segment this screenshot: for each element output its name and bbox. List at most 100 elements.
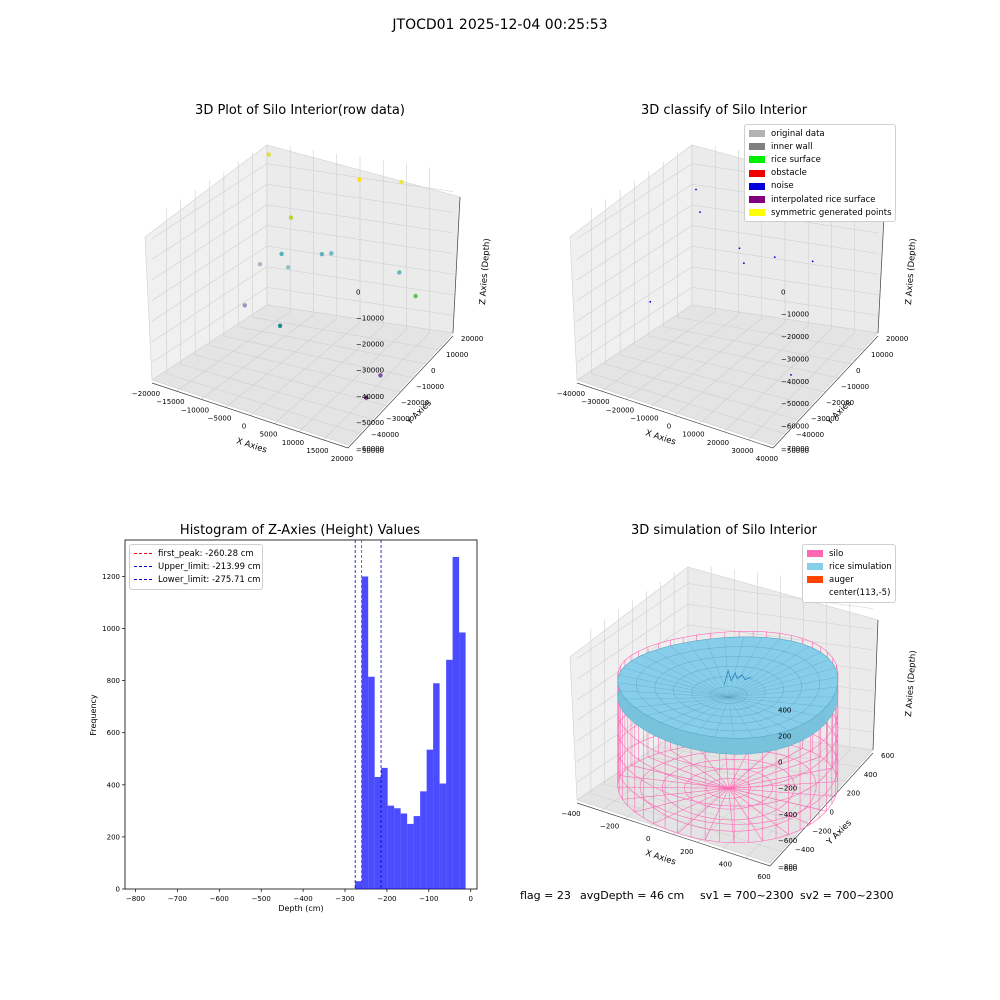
gridline <box>687 603 874 630</box>
x-tick-label: −400 <box>293 895 312 903</box>
legend-item: silo <box>807 547 891 560</box>
legend-swatch <box>749 209 765 217</box>
legend-label: inner wall <box>771 141 813 152</box>
silo-floor-ring <box>661 758 795 821</box>
x-tick-label: 40000 <box>756 455 778 463</box>
y-tick-label: −10000 <box>416 383 444 391</box>
rice-mesh-line <box>630 661 729 698</box>
gridline <box>151 204 268 281</box>
rice-mesh-line <box>617 682 729 698</box>
panel2-zlabel: Z Axies (Depth) <box>904 238 919 305</box>
auger-mark <box>723 669 752 685</box>
legend-swatch <box>749 143 765 151</box>
legend-label: auger <box>829 574 854 585</box>
noise-point <box>773 256 776 259</box>
z-tick-label: −600 <box>778 837 797 845</box>
legend-item: obstacle <box>749 167 891 180</box>
z-tick-label: −30000 <box>356 367 384 375</box>
data-point <box>286 265 291 270</box>
data-point <box>266 152 271 157</box>
histogram-bar <box>394 808 401 889</box>
y-tick-label: −600 <box>778 865 797 873</box>
panel4-legend: silo rice simulation auger center(113,-5… <box>802 544 896 603</box>
panel3-xlabel: Depth (cm) <box>278 904 323 913</box>
silo-floor-line <box>677 788 729 834</box>
y-tick-label: −50000 <box>781 447 809 455</box>
noise-point <box>790 374 792 376</box>
data-point <box>364 395 369 400</box>
y-tick-label: 400 <box>864 771 877 779</box>
gridline <box>723 328 832 432</box>
histogram-bar <box>446 659 453 889</box>
panel2-legend: original data inner wall rice surface ob… <box>744 124 896 223</box>
histogram-bar <box>407 823 414 889</box>
rice-mesh-line <box>625 697 729 700</box>
rice-mesh-line <box>634 697 729 708</box>
gridline <box>663 326 852 365</box>
gridline <box>223 335 414 379</box>
gridline <box>274 325 384 424</box>
silo-floor-line <box>617 786 729 789</box>
legend-swatch <box>807 550 823 558</box>
gridline <box>266 204 454 234</box>
silo-floor-line <box>630 765 729 789</box>
y-tick-label: 0 <box>830 809 834 817</box>
legend-label: interpolated rice surface <box>771 194 876 205</box>
legend-swatch <box>807 576 823 584</box>
data-point <box>378 373 383 378</box>
y-tick-label: 20000 <box>886 335 908 343</box>
z-tick-label: −50000 <box>781 400 809 408</box>
gridline <box>634 345 826 393</box>
y-tick-label: 800 <box>107 677 120 685</box>
gridline <box>697 743 804 843</box>
silo-floor-line <box>728 788 763 842</box>
y-tick-label: 1200 <box>102 573 120 581</box>
x-tick-label: 5000 <box>260 431 278 439</box>
z-tick-label: 0 <box>778 759 782 767</box>
x-tick-label: 0 <box>468 895 472 903</box>
silo-floor-ring <box>684 768 773 810</box>
x-tick-label: −800 <box>126 895 145 903</box>
legend-label: Lower_limit: -275.71 cm <box>158 574 261 585</box>
gridline <box>266 183 454 213</box>
rice-mesh-line <box>728 697 735 739</box>
rice-mesh-line <box>728 697 804 724</box>
rice-mesh-line <box>695 697 729 734</box>
y-tick-label: −20000 <box>401 399 429 407</box>
x-tick-label: 400 <box>719 860 732 868</box>
legend-swatch <box>749 182 765 190</box>
x-tick-label: 10000 <box>282 439 304 447</box>
gridline <box>721 746 827 851</box>
legend-swatch <box>749 169 765 177</box>
rice-mesh-line <box>724 637 729 698</box>
x-tick-label: −200 <box>600 823 619 831</box>
x-tick-label: −100 <box>419 895 438 903</box>
data-point <box>397 270 402 275</box>
panel4-zlabel: Z Axies (Depth) <box>904 650 919 717</box>
z-tick-label: 0 <box>781 288 785 296</box>
data-point <box>357 177 362 182</box>
y-tick-label: 600 <box>881 752 894 760</box>
gridline <box>687 583 874 609</box>
legend-item: rice surface <box>749 153 891 166</box>
rice-mesh-line <box>677 697 729 730</box>
silo-floor-line <box>634 788 729 813</box>
z-tick-label: −10000 <box>781 311 809 319</box>
x-tick-label: −500 <box>252 895 271 903</box>
y-tick-label: −400 <box>795 846 814 854</box>
legend-item: center(113,-5) <box>807 587 891 600</box>
noise-point <box>649 300 652 303</box>
z-tick-label: −60000 <box>356 445 384 453</box>
legend-label: symmetric generated points <box>771 207 892 218</box>
legend-label: noise <box>771 181 794 192</box>
legend-line <box>134 579 152 581</box>
status-sv1: sv1 = 700~2300 <box>700 889 794 902</box>
rice-mesh-line <box>641 655 729 698</box>
histogram-bar <box>420 791 427 889</box>
legend-label: silo <box>829 548 844 559</box>
legend-swatch <box>749 130 765 138</box>
gridline <box>748 332 855 441</box>
legend-swatch <box>749 196 765 204</box>
panel2-title: 3D classify of Silo Interior <box>640 103 808 118</box>
gridline <box>691 225 879 254</box>
